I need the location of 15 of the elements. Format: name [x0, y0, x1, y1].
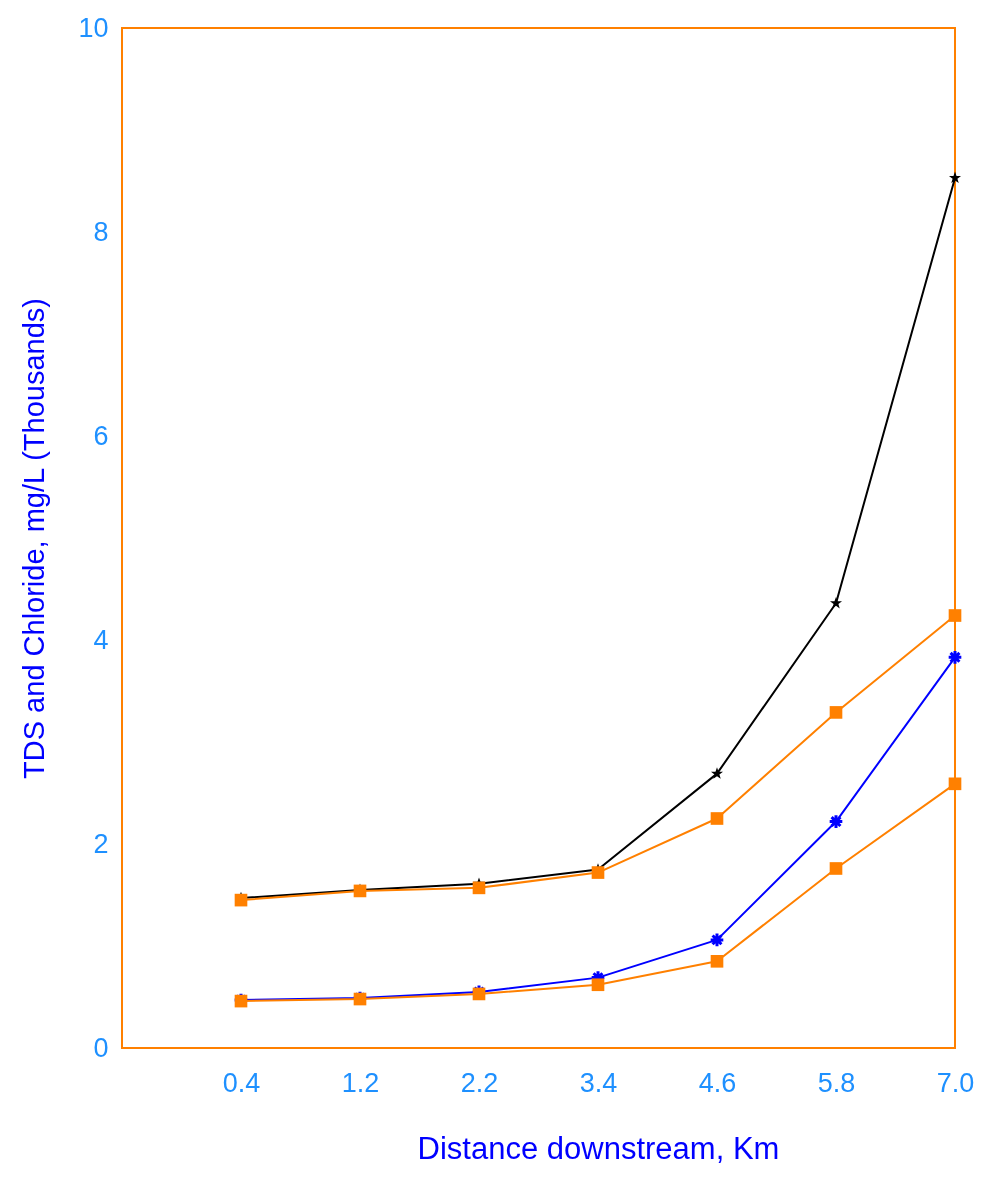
y-tick-label: 10 — [78, 12, 109, 43]
x-tick-label: 7.0 — [936, 1067, 975, 1098]
y-tick-label: 8 — [93, 216, 109, 247]
y-tick-label: 4 — [93, 624, 109, 655]
x-tick-label: 0.4 — [222, 1067, 261, 1098]
x-tick-label: 2.2 — [460, 1067, 499, 1098]
y-tick-label: 6 — [93, 420, 109, 451]
x-tick-label: 5.8 — [817, 1067, 856, 1098]
x-tick-label: 1.2 — [341, 1067, 380, 1098]
x-tick-label: 4.6 — [698, 1067, 737, 1098]
y-axis-title: TDS and Chloride, mg/L (Thousands) — [18, 298, 51, 779]
y-tick-label: 2 — [93, 828, 109, 859]
y-tick-label: 0 — [93, 1032, 109, 1063]
x-tick-label: 3.4 — [579, 1067, 618, 1098]
x-axis-title: Distance downstream, Km — [417, 1130, 780, 1166]
